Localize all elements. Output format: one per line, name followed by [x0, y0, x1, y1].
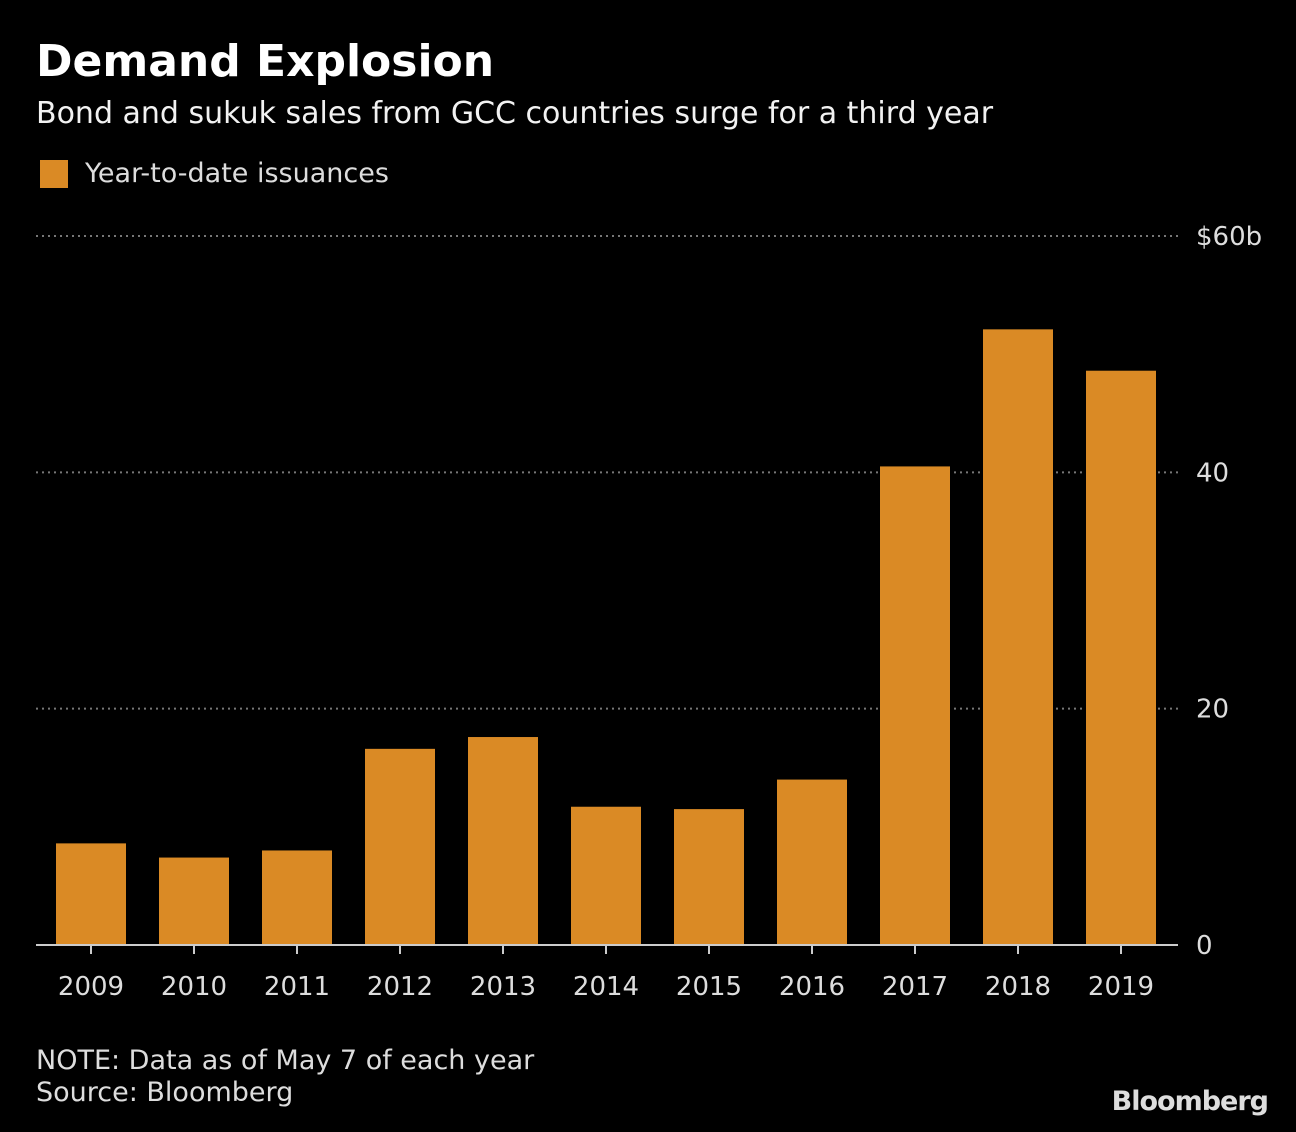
legend-swatch — [40, 159, 68, 188]
bar-2013 — [468, 737, 538, 945]
x-tick-label: 2014 — [573, 972, 639, 1002]
x-tick-label: 2015 — [676, 972, 742, 1002]
bar-2012 — [365, 748, 435, 945]
x-tick-label: 2012 — [367, 972, 433, 1002]
x-tick-label: 2011 — [264, 972, 330, 1002]
bar-2015 — [674, 809, 744, 945]
x-tick-label: 2013 — [470, 972, 536, 1002]
source-text: Source: Bloomberg — [36, 1077, 294, 1108]
legend-label: Year-to-date issuances — [85, 158, 389, 189]
y-tick-label: 40 — [1196, 458, 1229, 488]
bar-2011 — [262, 850, 332, 945]
x-tick-label: 2019 — [1088, 972, 1154, 1002]
bar-2016 — [777, 779, 847, 945]
bar-2018 — [983, 329, 1053, 945]
y-tick-label: 0 — [1196, 931, 1213, 961]
x-tick-label: 2009 — [58, 972, 124, 1002]
bar-2017 — [880, 466, 950, 945]
chart-title: Demand Explosion — [36, 36, 495, 87]
bar-2009 — [56, 843, 126, 945]
bar-2010 — [159, 857, 229, 945]
x-tick-label: 2017 — [882, 972, 948, 1002]
bar-2019 — [1086, 370, 1156, 946]
bar-2014 — [571, 806, 641, 945]
chart-subtitle: Bond and sukuk sales from GCC countries … — [36, 96, 994, 131]
y-tick-label: 20 — [1196, 695, 1229, 725]
bloomberg-logo: Bloomberg — [1111, 1086, 1269, 1117]
legend: Year-to-date issuances — [40, 158, 389, 189]
note-text: NOTE: Data as of May 7 of each year — [36, 1045, 535, 1076]
x-tick-label: 2016 — [779, 972, 845, 1002]
x-tick-label: 2010 — [161, 972, 227, 1002]
y-tick-label: $60b — [1196, 222, 1262, 252]
x-tick-label: 2018 — [985, 972, 1051, 1002]
footnote: NOTE: Data as of May 7 of each year Sour… — [36, 1045, 534, 1109]
